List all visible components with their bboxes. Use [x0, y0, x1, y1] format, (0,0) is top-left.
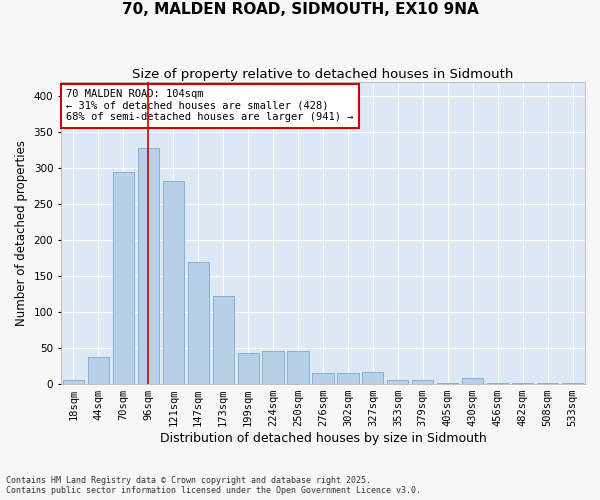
Text: 70 MALDEN ROAD: 104sqm
← 31% of detached houses are smaller (428)
68% of semi-de: 70 MALDEN ROAD: 104sqm ← 31% of detached…	[66, 89, 353, 122]
Bar	[113, 172, 134, 384]
Y-axis label: Number of detached properties: Number of detached properties	[15, 140, 28, 326]
Bar	[412, 380, 433, 384]
Bar	[163, 181, 184, 384]
Title: Size of property relative to detached houses in Sidmouth: Size of property relative to detached ho…	[132, 68, 514, 80]
Bar	[63, 380, 84, 384]
Bar	[262, 351, 284, 384]
Bar	[137, 148, 159, 384]
Bar	[313, 374, 334, 384]
Bar	[337, 374, 359, 384]
Bar	[212, 296, 234, 384]
Bar	[188, 262, 209, 384]
Bar	[287, 351, 308, 384]
Bar	[362, 372, 383, 384]
X-axis label: Distribution of detached houses by size in Sidmouth: Distribution of detached houses by size …	[160, 432, 487, 445]
Bar	[512, 382, 533, 384]
Bar	[387, 380, 409, 384]
Text: 70, MALDEN ROAD, SIDMOUTH, EX10 9NA: 70, MALDEN ROAD, SIDMOUTH, EX10 9NA	[122, 2, 478, 18]
Bar	[462, 378, 484, 384]
Bar	[238, 353, 259, 384]
Text: Contains HM Land Registry data © Crown copyright and database right 2025.
Contai: Contains HM Land Registry data © Crown c…	[6, 476, 421, 495]
Bar	[88, 356, 109, 384]
